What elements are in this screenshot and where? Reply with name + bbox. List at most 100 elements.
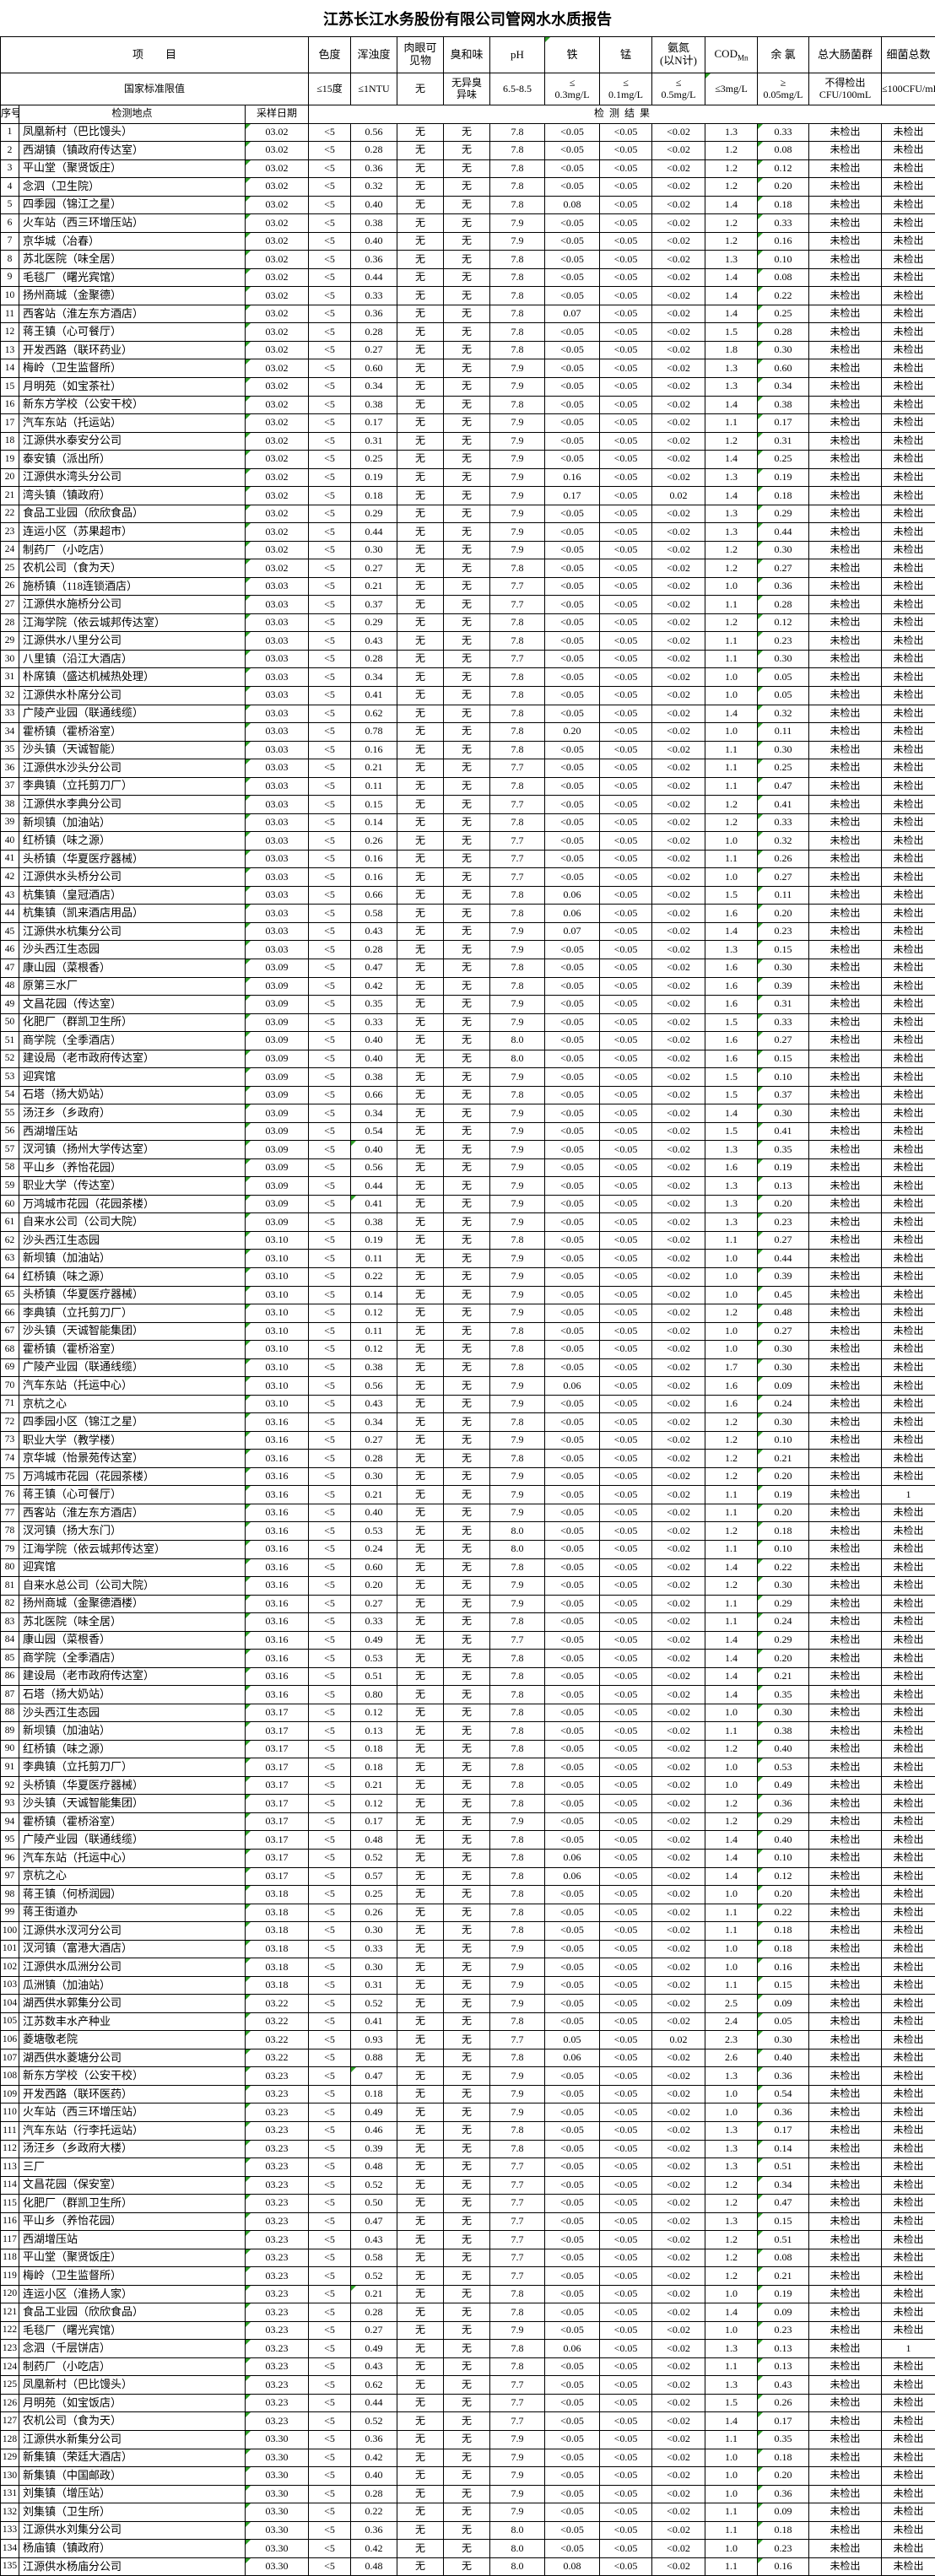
row-number-cell: 42	[1, 868, 19, 887]
manganese-cell: <0.05	[600, 523, 652, 542]
ph-cell: 7.9	[490, 1250, 545, 1268]
ammonia-cell: <0.02	[652, 323, 705, 342]
bacteria-cell: 未检出	[882, 1213, 935, 1232]
odor-cell: 无	[444, 1213, 490, 1232]
chlorine-cell: 0.20	[758, 1195, 809, 1213]
chlorine-cell: 0.54	[758, 2085, 809, 2103]
turbidity-cell: 0.16	[351, 741, 397, 759]
turbidity-cell: 0.48	[351, 1831, 397, 1850]
manganese-cell: <0.05	[600, 1904, 652, 1922]
manganese-cell: <0.05	[600, 1667, 652, 1686]
colority-cell: <5	[309, 1250, 351, 1268]
cod-cell: 1.1	[705, 1904, 758, 1922]
chlorine-cell: 0.30	[758, 2031, 809, 2049]
cod-cell: 1.7	[705, 1358, 758, 1377]
row-number-cell: 78	[1, 1522, 19, 1541]
date-cell: 03.17	[246, 1850, 309, 1868]
date-cell: 03.03	[246, 741, 309, 759]
date-cell: 03.02	[246, 559, 309, 578]
manganese-cell: <0.05	[600, 414, 652, 433]
coliform-cell: 未检出	[809, 596, 882, 614]
table-row: 36 江源供水沙头分公司 03.03 <5 0.21 无 无 7.7 <0.05…	[1, 759, 935, 778]
table-row: 18 江源供水泰安分公司 03.02 <5 0.31 无 无 7.9 <0.05…	[1, 432, 935, 451]
colority-cell: <5	[309, 1650, 351, 1668]
date-cell: 03.23	[246, 2267, 309, 2286]
table-row: 119 梅岭（卫生监督所） 03.23 <5 0.52 无 无 7.7 <0.0…	[1, 2267, 935, 2286]
colority-cell: <5	[309, 396, 351, 414]
date-cell: 03.09	[246, 959, 309, 977]
cod-subscript: Mn	[738, 53, 749, 62]
colority-cell: <5	[309, 2376, 351, 2395]
row-number-cell: 83	[1, 1613, 19, 1632]
ph-cell: 7.7	[490, 2195, 545, 2213]
iron-cell: 0.05	[545, 2031, 600, 2049]
row-number-cell: 15	[1, 377, 19, 396]
bacteria-cell: 未检出	[882, 1522, 935, 1541]
colority-cell: <5	[309, 2557, 351, 2576]
bacteria-cell: 未检出	[882, 396, 935, 414]
odor-cell: 无	[444, 2085, 490, 2103]
ammonia-cell: <0.02	[652, 2557, 705, 2576]
odor-cell: 无	[444, 1413, 490, 1432]
colority-cell: <5	[309, 850, 351, 868]
ammonia-cell: <0.02	[652, 1667, 705, 1686]
chlorine-cell: 0.36	[758, 2485, 809, 2503]
turbidity-cell: 0.21	[351, 1486, 397, 1504]
table-row: 125 凤凰新村（巴比馒头） 03.23 <5 0.62 无 无 7.7 <0.…	[1, 2376, 935, 2395]
location-cell: 霍桥镇（霍桥浴室）	[19, 723, 246, 742]
date-cell: 03.17	[246, 1758, 309, 1777]
table-row: 107 湖西供水菱塘分公司 03.22 <5 0.88 无 无 7.8 0.06…	[1, 2049, 935, 2067]
chlorine-cell: 0.15	[758, 1050, 809, 1068]
colority-cell: <5	[309, 2067, 351, 2086]
date-cell: 03.23	[246, 2357, 309, 2376]
colority-cell: <5	[309, 796, 351, 814]
cod-cell: 1.5	[705, 1013, 758, 1032]
iron-cell: <0.05	[545, 1450, 600, 1468]
odor-cell: 无	[444, 1231, 490, 1250]
row-number-cell: 27	[1, 596, 19, 614]
turbidity-cell: 0.57	[351, 1867, 397, 1886]
visible-matter-cell: 无	[397, 2412, 444, 2431]
colority-cell: <5	[309, 1867, 351, 1886]
ammonia-cell: <0.02	[652, 305, 705, 323]
location-cell: 菱塘敬老院	[19, 2031, 246, 2049]
visible-matter-cell: 无	[397, 2431, 444, 2449]
manganese-cell: <0.05	[600, 1032, 652, 1050]
coliform-cell: 未检出	[809, 196, 882, 214]
manganese-cell: <0.05	[600, 1158, 652, 1177]
location-cell: 广陵产业园（联通线缆）	[19, 705, 246, 723]
coliform-cell: 未检出	[809, 2085, 882, 2103]
manganese-cell: <0.05	[600, 886, 652, 905]
date-cell: 03.17	[246, 1831, 309, 1850]
row-number-cell: 88	[1, 1704, 19, 1722]
location-cell: 扬州商城（金聚德酒楼）	[19, 1595, 246, 1613]
date-cell: 03.02	[246, 541, 309, 559]
manganese-cell: <0.05	[600, 1231, 652, 1250]
row-number-cell: 58	[1, 1158, 19, 1177]
table-row: 35 沙头镇（天诚智能） 03.03 <5 0.16 无 无 7.8 <0.05…	[1, 741, 935, 759]
row-number-cell: 111	[1, 2121, 19, 2140]
row-number-cell: 13	[1, 341, 19, 359]
iron-cell: <0.05	[545, 650, 600, 668]
bacteria-cell: 未检出	[882, 1686, 935, 1704]
bacteria-cell: 未检出	[882, 1068, 935, 1087]
ammonia-cell: <0.02	[652, 650, 705, 668]
bacteria-cell: 未检出	[882, 287, 935, 305]
iron-cell: <0.05	[545, 2195, 600, 2213]
cod-cell: 1.2	[705, 1795, 758, 1813]
coliform-cell: 未检出	[809, 1976, 882, 1995]
ammonia-cell: <0.02	[652, 1413, 705, 1432]
ph-cell: 7.8	[490, 1686, 545, 1704]
odor-cell: 无	[444, 2449, 490, 2467]
visible-matter-cell: 无	[397, 396, 444, 414]
ammonia-cell: <0.02	[652, 1613, 705, 1632]
location-cell: 开发西路（联环药业）	[19, 341, 246, 359]
table-row: 77 西客站（淮左东方酒店） 03.16 <5 0.40 无 无 7.9 <0.…	[1, 1504, 935, 1522]
date-cell: 03.02	[246, 359, 309, 378]
ammonia-cell: <0.02	[652, 1595, 705, 1613]
cod-cell: 1.4	[705, 705, 758, 723]
visible-matter-cell: 无	[397, 813, 444, 832]
ammonia-cell: <0.02	[652, 596, 705, 614]
chlorine-cell: 0.34	[758, 377, 809, 396]
odor-cell: 无	[444, 142, 490, 160]
